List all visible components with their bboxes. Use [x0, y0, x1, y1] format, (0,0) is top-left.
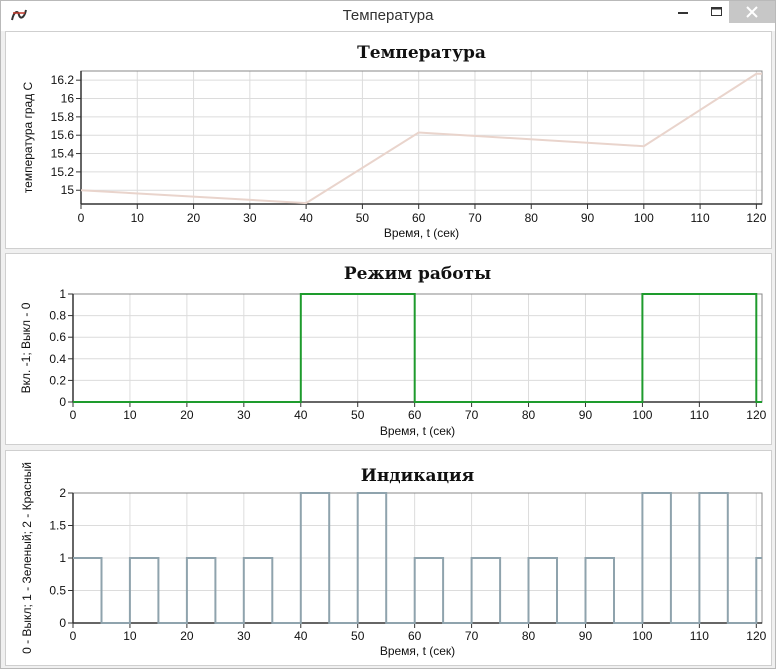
indication-x-tick-label: 80 — [522, 629, 536, 643]
indication-x-tick-label: 30 — [237, 629, 251, 643]
temperature-chart: Температура 0 10 20 30 40 50 60 70 80 90 100 110 120 1… — [21, 43, 767, 240]
mode-x-tick-label: 20 — [180, 408, 194, 422]
temperature-chart-panel: Температура 0 10 20 30 40 50 60 70 80 90 100 110 120 1… — [5, 31, 772, 249]
mode-chart-panel: Режим работы 0 10 20 30 40 50 60 70 80 90 100 110 120… — [5, 253, 772, 445]
mode-y-tick-label: 0.4 — [49, 352, 66, 366]
title-bar[interactable]: Температура — [1, 1, 775, 31]
temperature-series-line — [80, 72, 762, 205]
indication-series-line — [73, 492, 762, 624]
mode-x-tick-label: 70 — [465, 408, 479, 422]
mode-y-axis-label: Вкл. -1; Выкл - 0 — [19, 302, 33, 393]
mode-x-tick-label: 60 — [408, 408, 422, 422]
mode-x-tick-label: 50 — [351, 408, 365, 422]
mode-y-tick-label: 0.2 — [49, 373, 66, 387]
temperature-x-tick-label: 110 — [691, 211, 710, 225]
temperature-x-tick-label: 60 — [412, 211, 426, 225]
mode-x-tick-label: 120 — [746, 408, 766, 422]
indication-x-tick-label: 20 — [180, 629, 194, 643]
indication-x-tick-label: 100 — [632, 629, 652, 643]
indication-x-tick-label: 10 — [123, 629, 137, 643]
mode-x-tick-label: 80 — [522, 408, 536, 422]
temperature-chart-title: Температура — [357, 43, 486, 63]
indication-x-tick-label: 70 — [465, 629, 479, 643]
indication-x-tick-label: 120 — [746, 629, 766, 643]
minimize-icon — [678, 12, 688, 14]
indication-x-axis-label: Время, t (сек) — [380, 644, 455, 658]
temperature-x-tick-label: 50 — [356, 211, 370, 225]
indication-x-tick-label: 60 — [408, 629, 422, 643]
indication-chart-panel: Индикация 0 10 20 30 40 50 60 70 80 90 100 110 120 0 0.… — [5, 450, 772, 666]
temperature-x-tick-label: 40 — [299, 211, 313, 225]
mode-x-tick-label: 30 — [237, 408, 251, 422]
indication-chart-title: Индикация — [361, 466, 474, 486]
mode-y-tick-label: 0 — [59, 395, 66, 409]
mode-chart-title: Режим работы — [344, 264, 491, 284]
mode-y-tick-label: 0.8 — [49, 309, 66, 323]
indication-y-tick-label: 2 — [59, 486, 66, 500]
temperature-plot-area — [81, 71, 762, 204]
temperature-y-tick-label: 15.8 — [51, 110, 75, 124]
indication-y-tick-label: 1 — [59, 551, 66, 565]
mode-x-tick-label: 110 — [690, 408, 709, 422]
temperature-y-tick-label: 15.4 — [51, 147, 75, 161]
maximize-button[interactable] — [705, 1, 729, 23]
close-icon — [746, 6, 758, 18]
maximize-icon — [711, 7, 722, 16]
temperature-y-tick-label: 15.6 — [51, 128, 75, 142]
temperature-y-tick-label: 16.2 — [51, 73, 75, 87]
mode-x-tick-label: 40 — [294, 408, 308, 422]
indication-y-axis-label: 0 - Выкл; 1 - Зеленый; 2 - Красный — [20, 462, 34, 654]
indication-y-tick-label: 0 — [59, 616, 66, 630]
temperature-x-tick-label: 70 — [468, 211, 482, 225]
indication-x-tick-label: 50 — [351, 629, 365, 643]
temperature-x-tick-label: 30 — [243, 211, 257, 225]
indication-y-tick-label: 1.5 — [49, 519, 66, 533]
mode-series-line — [73, 293, 762, 403]
mode-y-tick-label: 0.6 — [49, 330, 66, 344]
indication-x-tick-label: 0 — [70, 629, 77, 643]
indication-x-tick-label: 90 — [579, 629, 593, 643]
close-button[interactable] — [729, 1, 775, 23]
temperature-y-axis-label: температура град С — [21, 81, 35, 193]
indication-chart: Индикация 0 10 20 30 40 50 60 70 80 90 100 110 120 0 0.… — [20, 462, 767, 658]
window-title: Температура — [342, 7, 434, 24]
mode-x-tick-label: 0 — [70, 408, 77, 422]
mode-x-axis-label: Время, t (сек) — [380, 424, 455, 438]
mode-x-tick-label: 100 — [632, 408, 652, 422]
temperature-y-tick-label: 15 — [61, 183, 75, 197]
temperature-x-tick-label: 0 — [78, 211, 85, 225]
mode-x-tick-label: 10 — [123, 408, 137, 422]
temperature-x-tick-label: 100 — [634, 211, 654, 225]
temperature-x-tick-label: 120 — [746, 211, 766, 225]
mode-y-tick-label: 1 — [59, 287, 66, 301]
temperature-y-tick-label: 15.2 — [51, 165, 75, 179]
temperature-x-axis-label: Время, t (сек) — [384, 226, 459, 240]
indication-x-tick-label: 110 — [690, 629, 709, 643]
temperature-x-tick-label: 10 — [131, 211, 145, 225]
mode-x-tick-label: 90 — [579, 408, 593, 422]
app-icon — [11, 9, 27, 21]
minimize-button[interactable] — [661, 1, 705, 23]
temperature-x-tick-label: 90 — [581, 211, 595, 225]
temperature-x-tick-label: 80 — [525, 211, 539, 225]
temperature-x-tick-label: 20 — [187, 211, 201, 225]
indication-y-tick-label: 0.5 — [49, 584, 66, 598]
indication-x-tick-label: 40 — [294, 629, 308, 643]
mode-plot-area — [73, 294, 762, 402]
temperature-y-tick-label: 16 — [61, 92, 75, 106]
